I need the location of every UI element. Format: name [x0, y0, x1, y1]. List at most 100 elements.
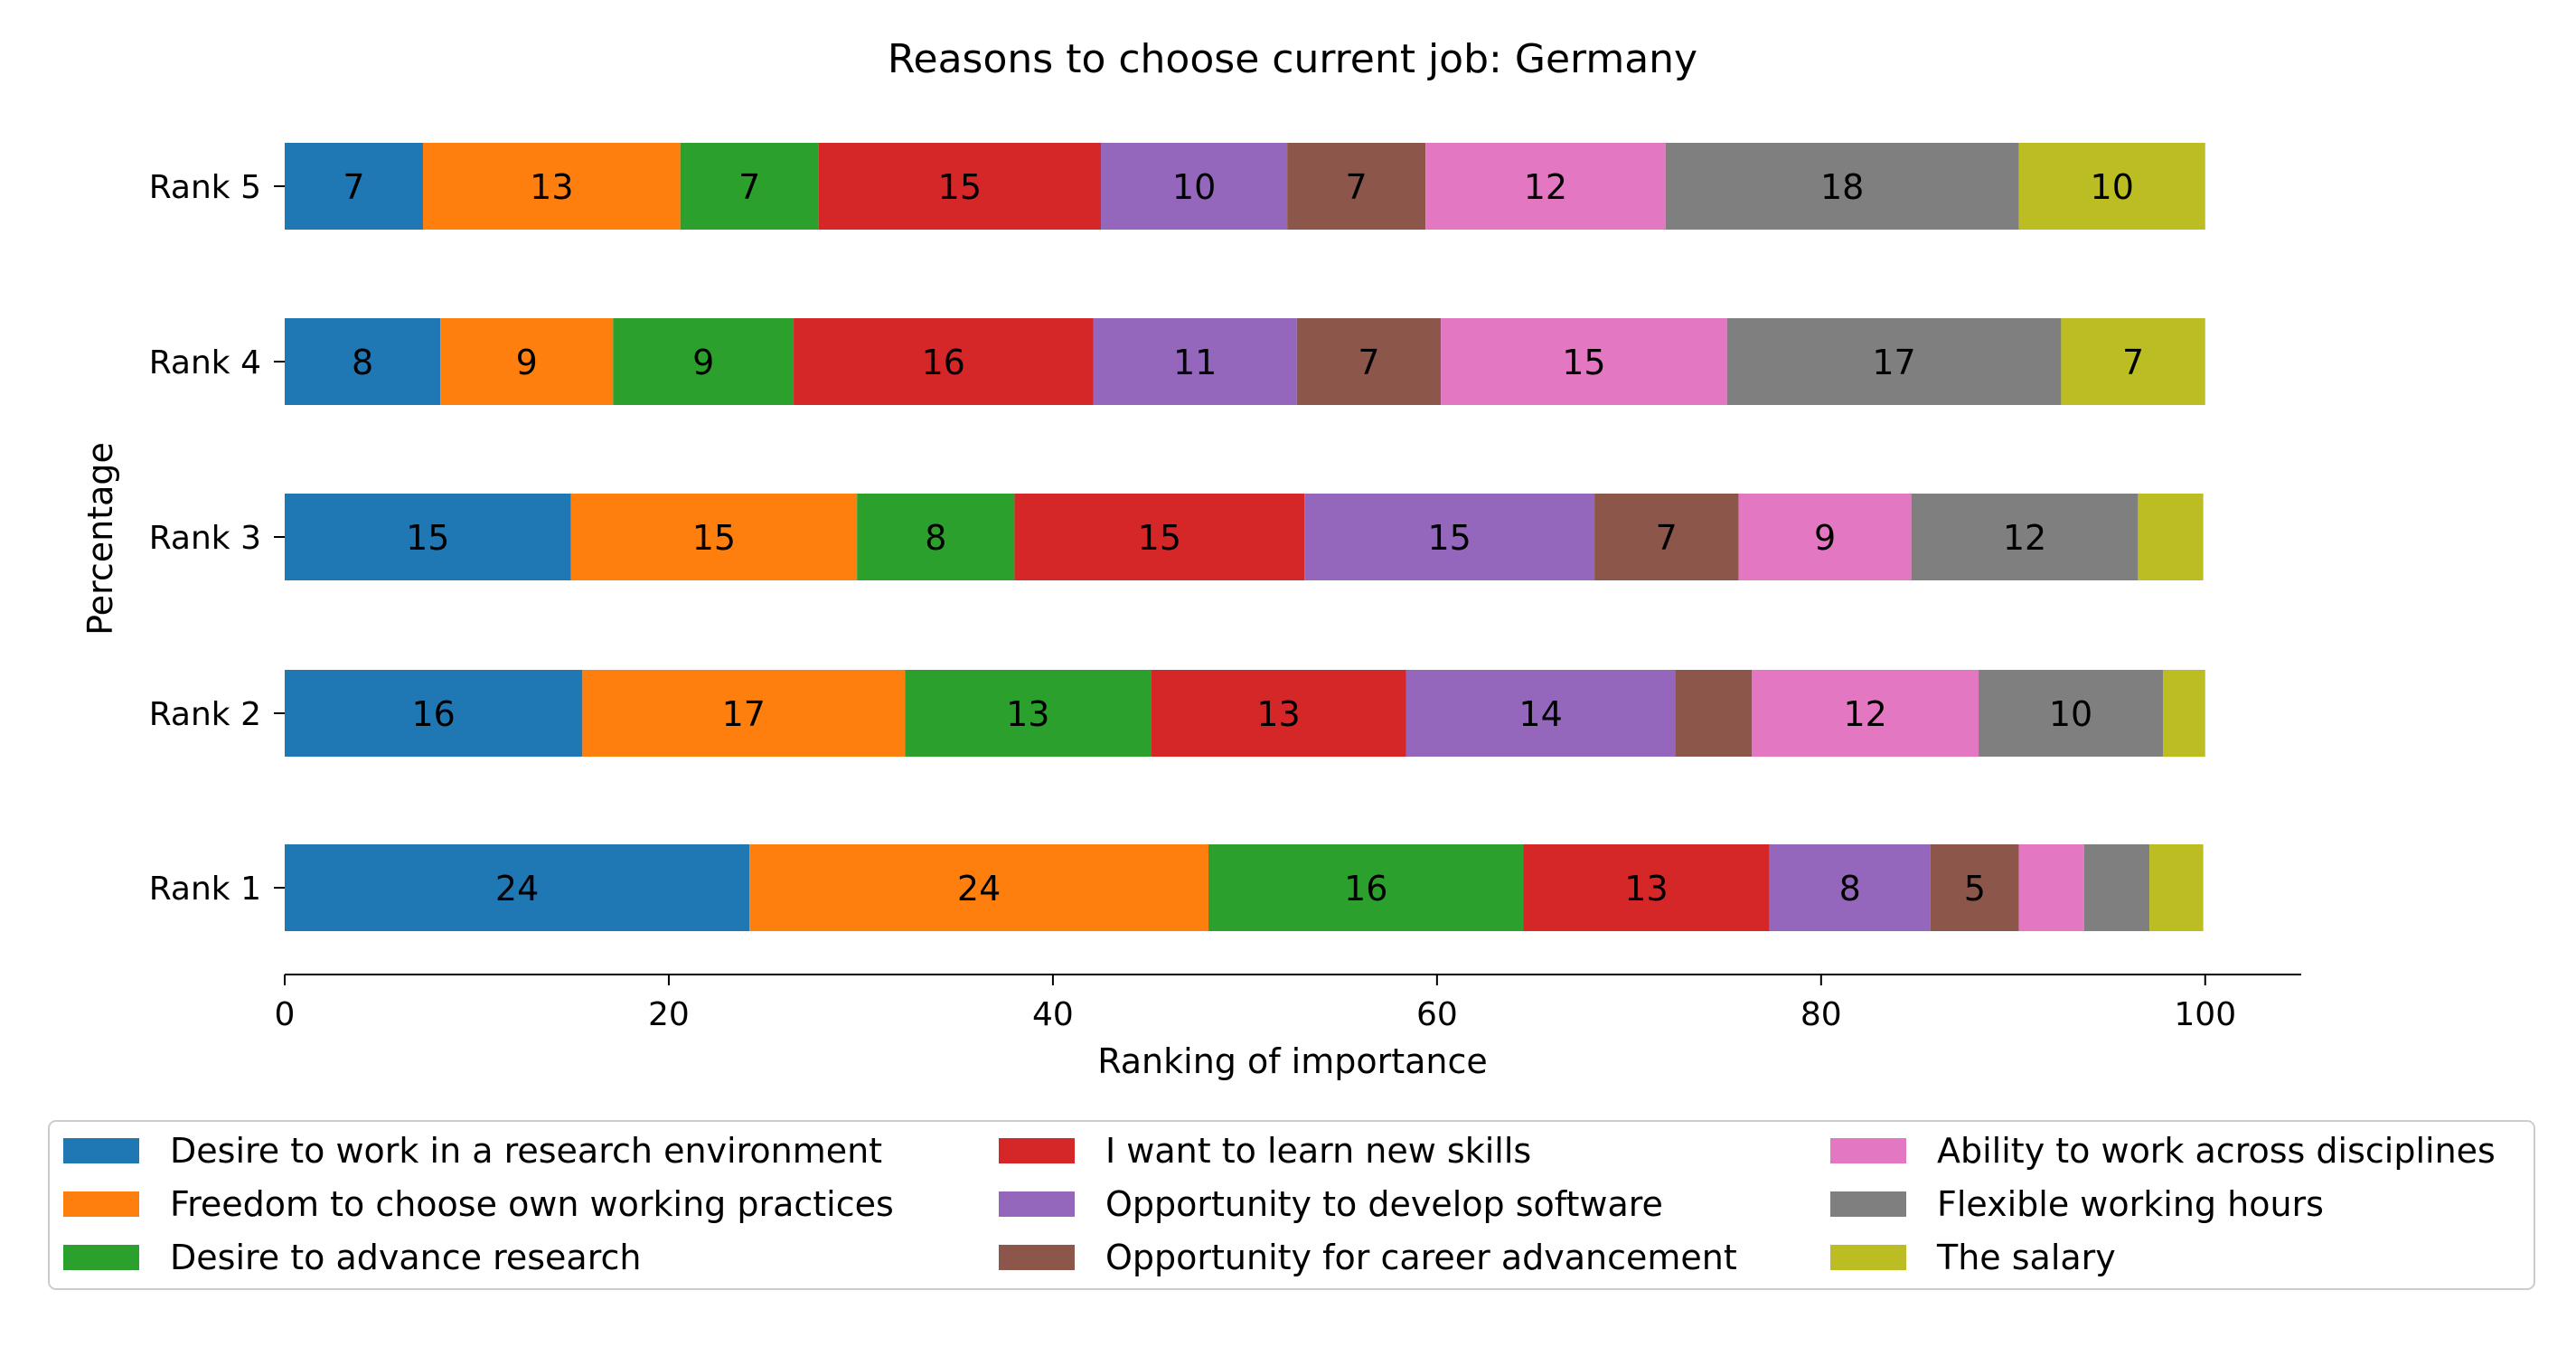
bar-segment	[2018, 844, 2084, 931]
bar-segment	[1665, 143, 2019, 230]
y-axis-label: Percentage	[80, 442, 120, 636]
legend-label: Freedom to choose own working practices	[170, 1184, 894, 1224]
legend-label: I want to learn new skills	[1105, 1131, 1531, 1171]
bar-segment	[285, 670, 583, 757]
data-label: 10	[1172, 167, 1216, 207]
data-label: 12	[2003, 518, 2046, 558]
y-tick-label: Rank 5	[149, 169, 261, 206]
legend-label: Desire to work in a research environment	[170, 1131, 882, 1171]
bar-segment	[1930, 844, 2019, 931]
data-label: 7	[343, 167, 364, 207]
bar-segment	[2149, 844, 2204, 931]
bar-segment	[1523, 844, 1770, 931]
legend-swatch	[63, 1245, 139, 1270]
bar-segment	[2138, 494, 2204, 580]
legend-swatch	[999, 1138, 1075, 1163]
data-label: 15	[692, 518, 736, 558]
bar-segment	[422, 143, 681, 230]
legend-swatch	[1830, 1245, 1906, 1270]
data-label: 9	[1814, 518, 1836, 558]
bar-segment	[1752, 670, 1979, 757]
bar-segment	[2061, 318, 2205, 405]
data-label: 13	[1624, 869, 1668, 909]
bar-segment	[1594, 494, 1739, 580]
data-label: 7	[2122, 343, 2144, 382]
data-label: 7	[1656, 518, 1678, 558]
bar-segment	[905, 670, 1152, 757]
legend-swatch	[63, 1191, 139, 1217]
data-label: 8	[925, 518, 946, 558]
data-label: 12	[1524, 167, 1567, 207]
bar-segment	[1406, 670, 1676, 757]
bar-segment	[2163, 670, 2205, 757]
bar-segment	[1911, 494, 2139, 580]
bar-segment	[285, 494, 571, 580]
bar-segment	[285, 143, 423, 230]
data-label: 24	[957, 869, 1001, 909]
bar-segment	[1151, 670, 1406, 757]
bar-segment	[2083, 844, 2150, 931]
data-label: 9	[516, 343, 538, 382]
data-label: 13	[1256, 694, 1300, 734]
data-label: 7	[1346, 167, 1368, 207]
bar-segment	[1769, 844, 1931, 931]
legend-swatch	[1830, 1191, 1906, 1217]
bar-segment	[818, 143, 1102, 230]
bar-segment	[1296, 318, 1442, 405]
legend-label: Opportunity to develop software	[1105, 1184, 1663, 1224]
bar-segment	[1979, 670, 2164, 757]
bar-segment	[1093, 318, 1297, 405]
bars-layer: 24 24 16 13 8 5 16 17 13 13 14 12 10 15 15 8 15 15 7 9 12 8 9 9…	[285, 143, 2205, 931]
data-label: 7	[738, 167, 760, 207]
data-label: 15	[406, 518, 449, 558]
x-tick-label: 100	[2174, 996, 2236, 1033]
data-label: 12	[1843, 694, 1886, 734]
bar-segment	[570, 494, 858, 580]
bar-segment	[1726, 318, 2062, 405]
x-tick-label: 40	[1032, 996, 1074, 1033]
bar-segment	[1101, 143, 1288, 230]
x-axis: 0 20 40 60 80 100	[275, 974, 2301, 1033]
y-tick-label: Rank 3	[149, 520, 261, 557]
bar-segment	[613, 318, 794, 405]
legend-swatch	[1830, 1138, 1906, 1163]
data-label: 13	[1006, 694, 1049, 734]
bar-segment	[440, 318, 614, 405]
y-axis: Rank 1 Rank 2 Rank 3 Rank 4 Rank 5	[149, 169, 285, 908]
data-label: 9	[692, 343, 714, 382]
bar-segment	[1287, 143, 1426, 230]
bar-segment	[857, 494, 1015, 580]
bar-segment	[1304, 494, 1595, 580]
bar-segment	[2018, 143, 2205, 230]
legend-swatch	[63, 1138, 139, 1163]
legend-label: Flexible working hours	[1937, 1184, 2324, 1224]
data-label: 15	[1138, 518, 1181, 558]
x-tick-label: 0	[275, 996, 296, 1033]
bar-segment	[1675, 670, 1753, 757]
data-label: 15	[1427, 518, 1471, 558]
data-label: 16	[922, 343, 965, 382]
bar-segment	[680, 143, 819, 230]
data-label: 15	[1562, 343, 1605, 382]
legend-label: Opportunity for career advancement	[1105, 1238, 1737, 1277]
legend-label: The salary	[1936, 1238, 2116, 1277]
x-tick-label: 80	[1800, 996, 1842, 1033]
data-label: 14	[1518, 694, 1562, 734]
y-tick-label: Rank 4	[149, 344, 261, 381]
y-tick-label: Rank 1	[149, 871, 261, 908]
legend-swatch	[999, 1191, 1075, 1217]
bar-segment	[582, 670, 906, 757]
data-label: 7	[1358, 343, 1379, 382]
data-label: 5	[1964, 869, 1986, 909]
data-label: 15	[938, 167, 982, 207]
chart-title: Reasons to choose current job: Germany	[888, 36, 1697, 82]
data-label: 8	[352, 343, 373, 382]
x-tick-label: 60	[1416, 996, 1458, 1033]
bar-segment	[749, 844, 1209, 931]
data-label: 24	[495, 869, 539, 909]
y-tick-label: Rank 2	[149, 696, 261, 733]
x-tick-label: 20	[648, 996, 690, 1033]
bar-segment	[285, 318, 441, 405]
legend-swatch	[999, 1245, 1075, 1270]
